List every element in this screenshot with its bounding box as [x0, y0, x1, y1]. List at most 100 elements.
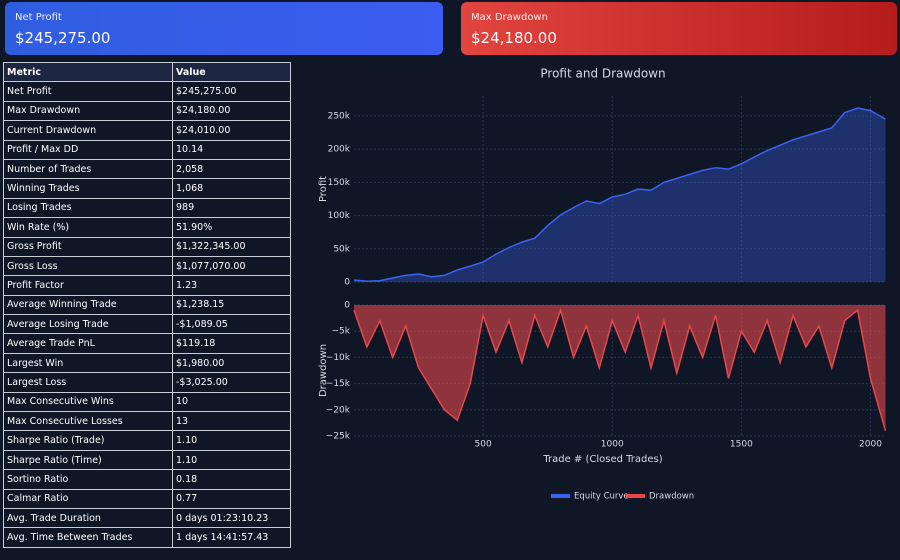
table-cell: 1.10	[172, 430, 291, 451]
y-tick-label: 100k	[328, 211, 351, 221]
table-row: Win Rate (%) 51.90%	[3, 217, 291, 238]
y-tick-label: −5k	[332, 327, 351, 337]
table-cell: $1,322,345.00	[172, 236, 291, 257]
y-tick-label: −15k	[326, 379, 351, 389]
x-axis-label: Trade # (Closed Trades)	[542, 454, 662, 465]
table-cell: -$1,089.05	[172, 314, 291, 335]
table-row: Profit / Max DD 10.14	[3, 139, 291, 160]
table-row: Sharpe Ratio (Time) 1.10	[3, 449, 291, 471]
table-cell: 0 days 01:23:10.23	[172, 507, 291, 529]
y-tick-label: 200k	[328, 145, 351, 155]
table-row: Sortino Ratio 0.18	[3, 469, 291, 490]
table-cell: Largest Loss	[3, 372, 173, 393]
header-cell: Value	[172, 61, 291, 83]
header-row: Metric Value	[3, 61, 291, 83]
table-cell: Number of Trades	[3, 158, 173, 180]
card-label: Max Drawdown	[471, 12, 548, 23]
table-cell: Winning Trades	[3, 178, 173, 199]
table-cell: $1,238.15	[172, 294, 291, 316]
table-row: Average Losing Trade -$1,089.05	[3, 314, 291, 335]
header-cell: Metric	[3, 61, 173, 83]
table-cell: -$3,025.00	[172, 372, 291, 393]
table-row: Number of Trades 2,058	[3, 158, 291, 180]
table-cell: Sharpe Ratio (Trade)	[3, 430, 173, 451]
series-line	[353, 307, 887, 432]
table-cell: Sharpe Ratio (Time)	[3, 449, 173, 471]
table-row: Max Consecutive Losses 13	[3, 411, 291, 432]
table-cell: Average Trade PnL	[3, 333, 173, 354]
table-row: Average Winning Trade $1,238.15	[3, 294, 291, 316]
table-cell: 10.14	[172, 139, 291, 160]
table-cell: 13	[172, 411, 291, 432]
area-fill	[354, 305, 886, 431]
table-row: Net Profit $245,275.00	[3, 81, 291, 102]
table-cell: Largest Win	[3, 352, 173, 374]
table-row: Average Trade PnL $119.18	[3, 333, 291, 354]
table-row: Max Consecutive Wins 10	[3, 391, 291, 413]
table-cell: Average Winning Trade	[3, 294, 173, 316]
y-tick-label: 250k	[328, 111, 351, 121]
table-cell: $119.18	[172, 333, 291, 354]
table-row: Profit Factor 1.23	[3, 275, 291, 296]
table-cell: $24,180.00	[172, 100, 291, 122]
table-cell: Profit / Max DD	[3, 139, 173, 160]
y-tick-label: 0	[344, 301, 350, 311]
y-axis-label: Profit	[318, 176, 329, 202]
table-cell: Losing Trades	[3, 197, 173, 219]
x-tick-label: 500	[475, 440, 492, 450]
table-cell: 2,058	[172, 158, 291, 180]
table-row: Sharpe Ratio (Trade) 1.10	[3, 430, 291, 451]
table-cell: Sortino Ratio	[3, 469, 173, 490]
net-profit-card: Net Profit $245,275.00	[5, 2, 443, 55]
legend-label: Drawdown	[649, 492, 694, 502]
table-cell: 0.77	[172, 488, 291, 509]
card-label: Net Profit	[15, 12, 62, 23]
table-row: Losing Trades 989	[3, 197, 291, 219]
table-cell: Gross Loss	[3, 255, 173, 277]
table-cell: $1,980.00	[172, 352, 291, 374]
y-tick-label: −10k	[326, 353, 351, 363]
y-tick-label: 50k	[333, 244, 350, 254]
y-tick-label: −25k	[326, 432, 351, 442]
x-tick-label: 1000	[601, 440, 624, 450]
table-cell: Current Drawdown	[3, 120, 173, 141]
table-cell: $245,275.00	[172, 81, 291, 102]
table-cell: Avg. Trade Duration	[3, 507, 173, 529]
table-row: Max Drawdown $24,180.00	[3, 100, 291, 122]
series-line	[353, 107, 886, 283]
table-cell: Profit Factor	[3, 275, 173, 296]
table-cell: Win Rate (%)	[3, 217, 173, 238]
table-cell: 0.18	[172, 469, 291, 490]
table-row: Gross Profit $1,322,345.00	[3, 236, 291, 257]
card-value: $245,275.00	[15, 29, 111, 47]
card-value: $24,180.00	[471, 29, 557, 47]
table-cell: 1.10	[172, 449, 291, 471]
table-row: Winning Trades 1,068	[3, 178, 291, 199]
table-cell: 10	[172, 391, 291, 413]
y-tick-label: 0	[344, 278, 350, 288]
y-tick-label: 150k	[328, 178, 351, 188]
table-row: Largest Win $1,980.00	[3, 352, 291, 374]
table-cell: Gross Profit	[3, 236, 173, 257]
table-cell: Max Consecutive Losses	[3, 411, 173, 432]
table-cell: Max Consecutive Wins	[3, 391, 173, 413]
table-cell: Calmar Ratio	[3, 488, 173, 509]
x-tick-label: 2000	[859, 440, 882, 450]
chart-title: Profit and Drawdown	[540, 67, 665, 81]
table-cell: Net Profit	[3, 81, 173, 102]
x-tick-label: 1500	[730, 440, 753, 450]
y-tick-label: −20k	[326, 405, 351, 415]
table-cell: 1,068	[172, 178, 291, 199]
max-drawdown-card: Max Drawdown $24,180.00	[461, 2, 897, 55]
table-row: Largest Loss -$3,025.00	[3, 372, 291, 393]
area-fill	[354, 108, 886, 282]
table-row: Current Drawdown $24,010.00	[3, 120, 291, 141]
table-row: Avg. Time Between Trades 1 days 14:41:57.…	[3, 527, 291, 548]
table-row: Calmar Ratio 0.77	[3, 488, 291, 509]
table-row: Gross Loss $1,077,070.00	[3, 255, 291, 277]
table-row: Avg. Trade Duration 0 days 01:23:10.23	[3, 507, 291, 529]
metrics-table: Metric Value Net Profit $245,275.00 Max Draw…	[3, 61, 291, 548]
legend-label: Equity Curve	[574, 492, 629, 502]
y-axis-label: Drawdown	[318, 344, 329, 397]
